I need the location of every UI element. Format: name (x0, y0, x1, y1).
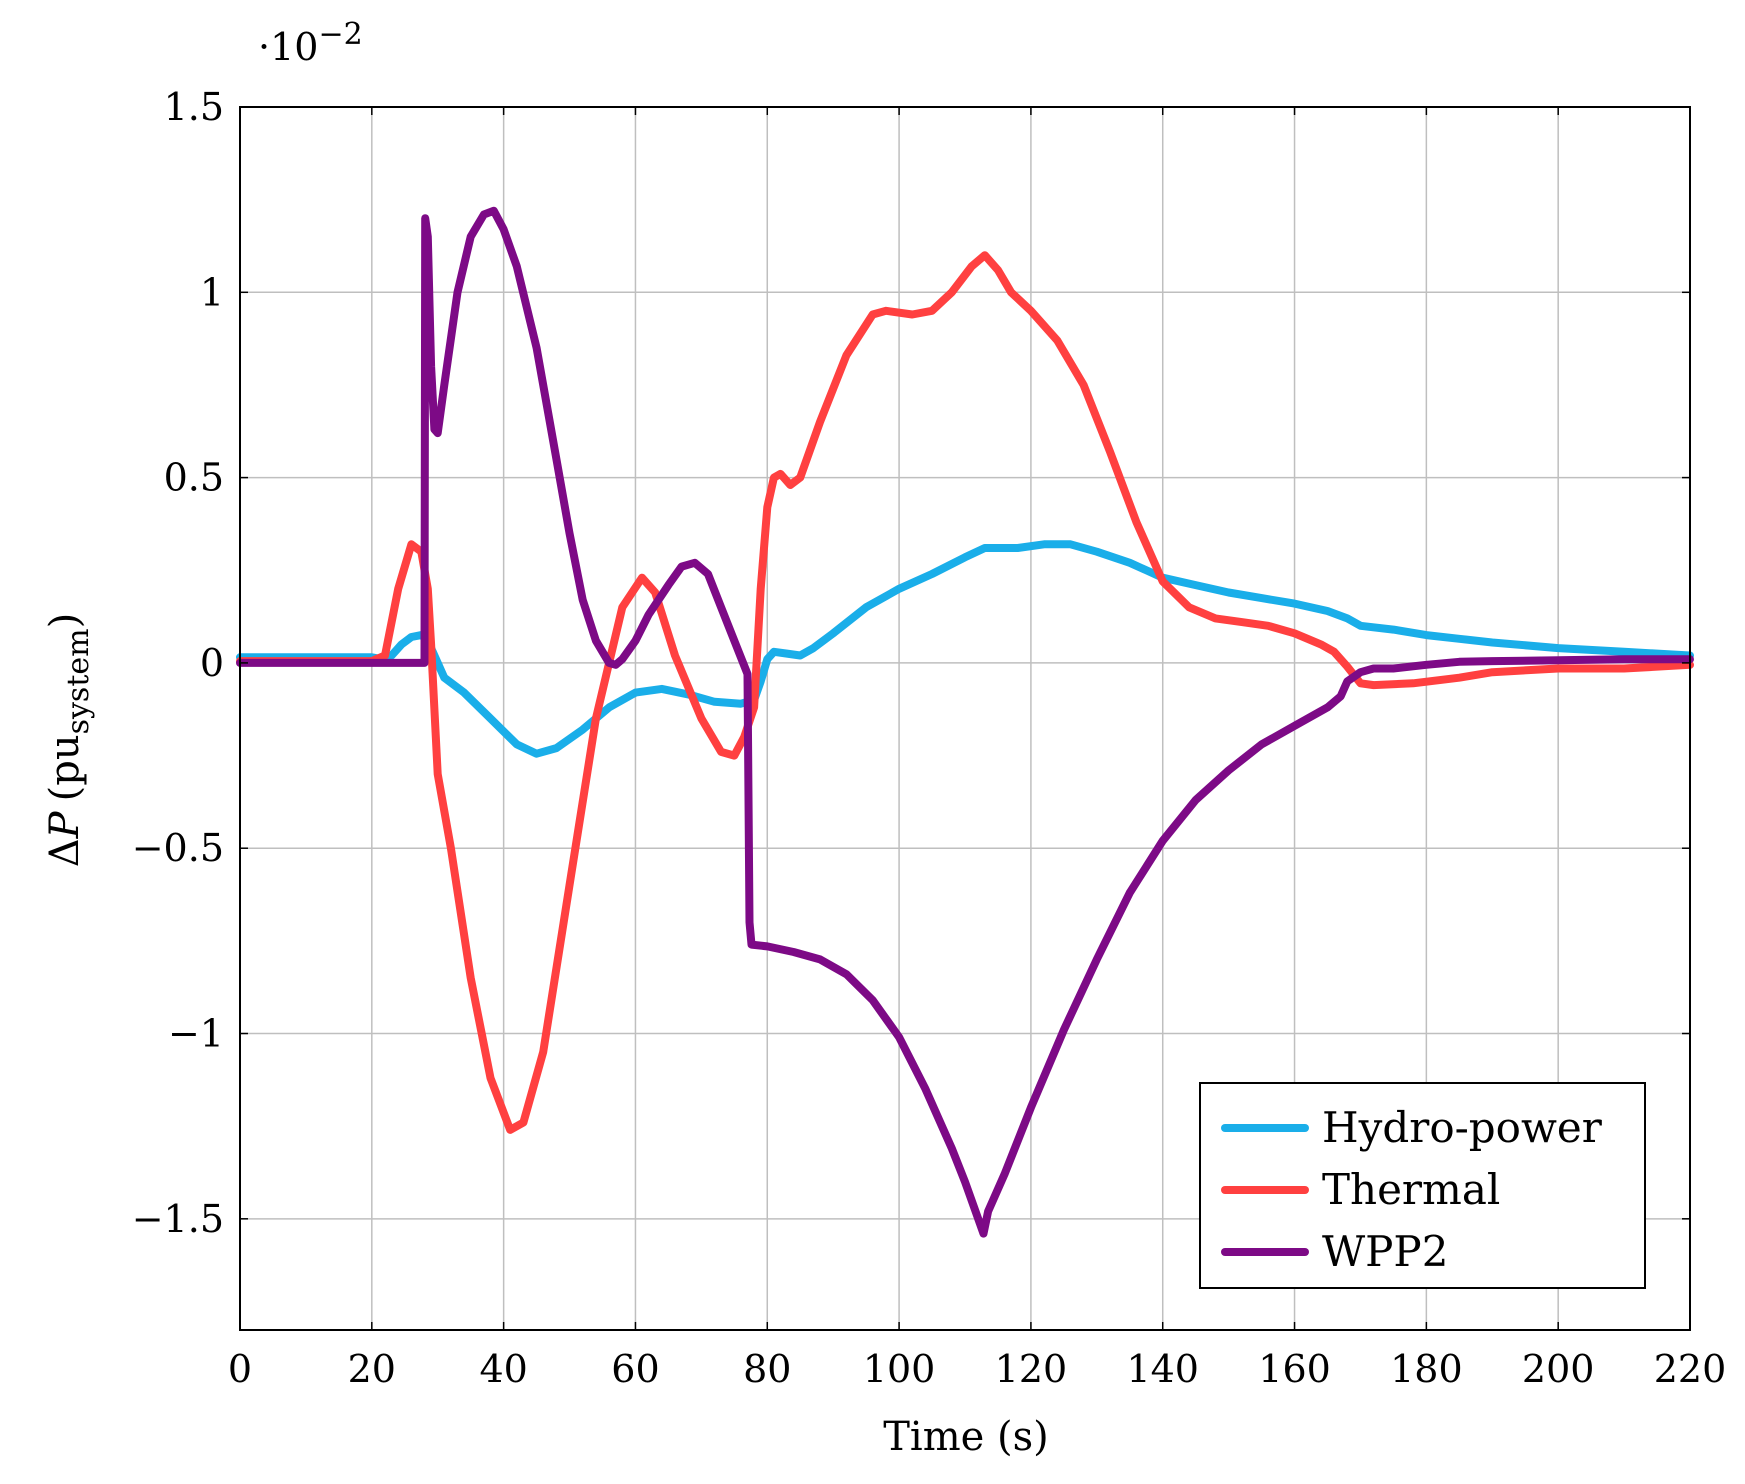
x-tick-label: 140 (1126, 1347, 1199, 1391)
y-scale-exp: −2 (318, 17, 362, 52)
y-label-sub: system (61, 628, 96, 734)
legend-label-hydro-power: Hydro-power (1322, 1103, 1603, 1152)
y-scale-base: 10 (270, 25, 318, 69)
y-label-delta: Δ (42, 838, 88, 867)
y-label-open: ( (42, 786, 88, 802)
series-line-thermal (236, 251, 1694, 1134)
tick-marks (239, 106, 1691, 1330)
series-group (236, 206, 1694, 1238)
y-tick-label: 0 (200, 641, 224, 685)
y-tick-labels: 1.5 1 0.5 0 −0.5 −1 −1.5 (132, 85, 224, 1241)
y-scale-exponent-label: ·10−2 (258, 17, 363, 69)
plot-frame (239, 106, 1691, 1331)
x-tick-label: 80 (743, 1347, 791, 1391)
y-label-close: ) (42, 613, 88, 629)
x-tick-label: 220 (1654, 1347, 1727, 1391)
legend-label-wpp2: WPP2 (1322, 1227, 1448, 1276)
x-tick-label: 120 (995, 1347, 1068, 1391)
legend-label-thermal: Thermal (1322, 1165, 1500, 1214)
y-tick-label: −1 (168, 1012, 224, 1056)
y-label-base: pu (42, 734, 88, 785)
y-tick-label: −0.5 (132, 826, 224, 870)
x-tick-label: 200 (1522, 1347, 1595, 1391)
legend: Hydro-power Thermal WPP2 (1199, 1082, 1646, 1289)
x-axis-label: Time (s) (883, 1414, 1049, 1460)
x-tick-labels: 0 20 40 60 80 100 120 140 160 180 200 220 (228, 1347, 1726, 1391)
x-tick-label: 180 (1390, 1347, 1463, 1391)
x-tick-label: 0 (228, 1347, 252, 1391)
x-tick-label: 20 (348, 1347, 396, 1391)
y-tick-label: 1.5 (164, 85, 224, 129)
series-line-wpp2 (236, 206, 1694, 1238)
x-tick-label: 60 (611, 1347, 659, 1391)
series-line-hydro-power (236, 540, 1694, 758)
y-label-var: P (42, 810, 88, 839)
y-tick-label: 1 (200, 270, 224, 314)
x-tick-label: 40 (479, 1347, 527, 1391)
y-tick-label: −1.5 (132, 1197, 224, 1241)
x-tick-label: 160 (1258, 1347, 1331, 1391)
y-tick-label: 0.5 (164, 456, 224, 500)
y-axis-label: ΔP (pusystem) (42, 613, 96, 867)
y-scale-dot: · (258, 25, 270, 69)
x-tick-label: 100 (863, 1347, 936, 1391)
